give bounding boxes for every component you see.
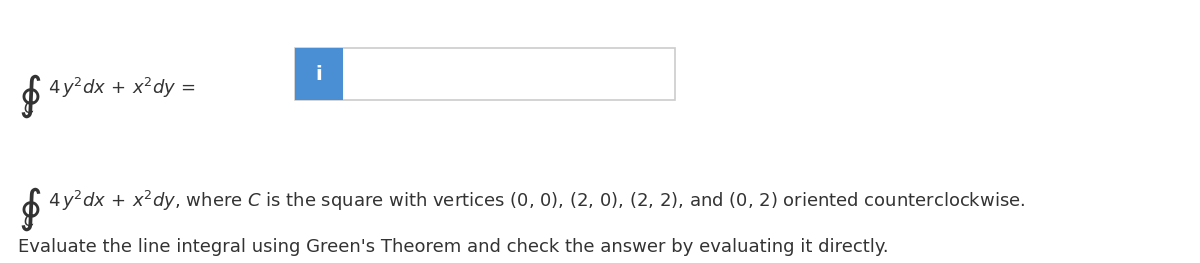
Text: $4\,y^2dx\, +\, x^2dy\, =$: $4\,y^2dx\, +\, x^2dy\, =$ — [48, 76, 196, 100]
FancyBboxPatch shape — [295, 48, 343, 100]
Text: Evaluate the line integral using Green's Theorem and check the answer by evaluat: Evaluate the line integral using Green's… — [18, 238, 889, 256]
Text: $\oint$: $\oint$ — [18, 185, 41, 233]
Text: i: i — [316, 64, 323, 83]
Text: $C$: $C$ — [23, 100, 36, 116]
Text: $C$: $C$ — [23, 213, 36, 229]
FancyBboxPatch shape — [295, 48, 674, 100]
Text: $\oint$: $\oint$ — [18, 72, 41, 120]
Text: $4\,y^2dx\, +\, x^2dy$, where $C$ is the square with vertices (0, 0), (2, 0), (2: $4\,y^2dx\, +\, x^2dy$, where $C$ is the… — [48, 189, 1025, 213]
